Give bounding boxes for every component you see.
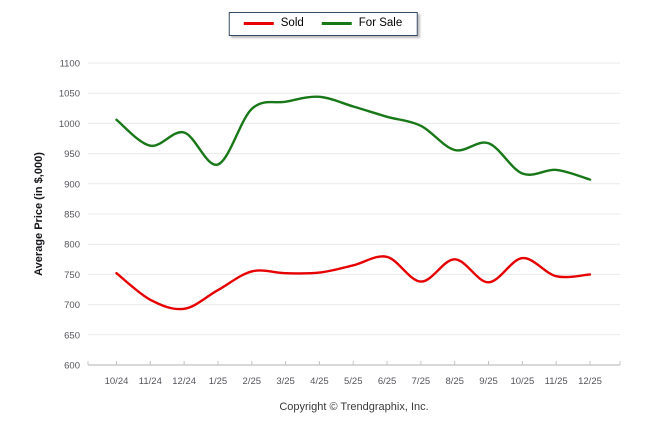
for-sale-line-swatch	[321, 22, 352, 26]
x-tick-label: 10/24	[105, 376, 129, 387]
x-tick-label: 7/25	[412, 376, 431, 387]
y-tick-label: 650	[64, 330, 80, 341]
for-sale-line	[115, 95, 592, 181]
y-tick-label: 800	[64, 240, 80, 251]
y-tick-label: 1000	[59, 119, 80, 130]
y-tick-label: 850	[64, 210, 80, 221]
y-tick-label: 600	[64, 361, 80, 372]
sold-line-swatch	[243, 22, 274, 26]
legend-item-for-sale: For Sale	[321, 17, 403, 30]
chart-series-lines	[115, 95, 592, 311]
legend-label-for-sale: For Sale	[358, 17, 403, 29]
y-tick-label: 900	[64, 179, 80, 190]
chart-axis-ticks	[87, 361, 621, 365]
copyright-text: Copyright © Trendgraphix, Inc.	[279, 401, 429, 413]
legend-item-sold: Sold	[243, 17, 304, 30]
y-tick-label: 750	[64, 270, 80, 281]
x-tick-label: 12/25	[578, 376, 602, 387]
y-tick-label: 950	[64, 149, 80, 160]
x-tick-label: 9/25	[479, 376, 498, 387]
y-tick-label: 700	[64, 300, 80, 311]
y-axis-title: Average Price (in $,000)	[33, 152, 45, 276]
x-tick-label: 1/25	[209, 376, 228, 387]
chart-legend: Sold For Sale	[228, 12, 418, 36]
chart-gridlines	[88, 62, 620, 366]
y-tick-label: 1100	[60, 59, 80, 70]
x-tick-label: 12/24	[172, 376, 196, 387]
x-tick-label: 3/25	[276, 376, 295, 387]
chart-axis-labels: 600 650 700 750 800 850 900 950 1000 1050 1100 10/2…	[59, 59, 602, 388]
x-tick-label: 5/25	[344, 376, 363, 387]
x-tick-label: 11/24	[139, 376, 162, 387]
sold-line	[115, 255, 592, 311]
x-tick-label: 6/25	[378, 376, 397, 387]
x-tick-label: 2/25	[243, 376, 262, 387]
y-tick-label: 1050	[59, 89, 80, 100]
legend-label-sold: Sold	[280, 17, 304, 29]
x-tick-label: 11/25	[545, 376, 568, 387]
x-tick-label: 8/25	[445, 376, 464, 387]
x-tick-label: 10/25	[510, 376, 534, 387]
x-tick-label: 4/25	[310, 376, 329, 387]
